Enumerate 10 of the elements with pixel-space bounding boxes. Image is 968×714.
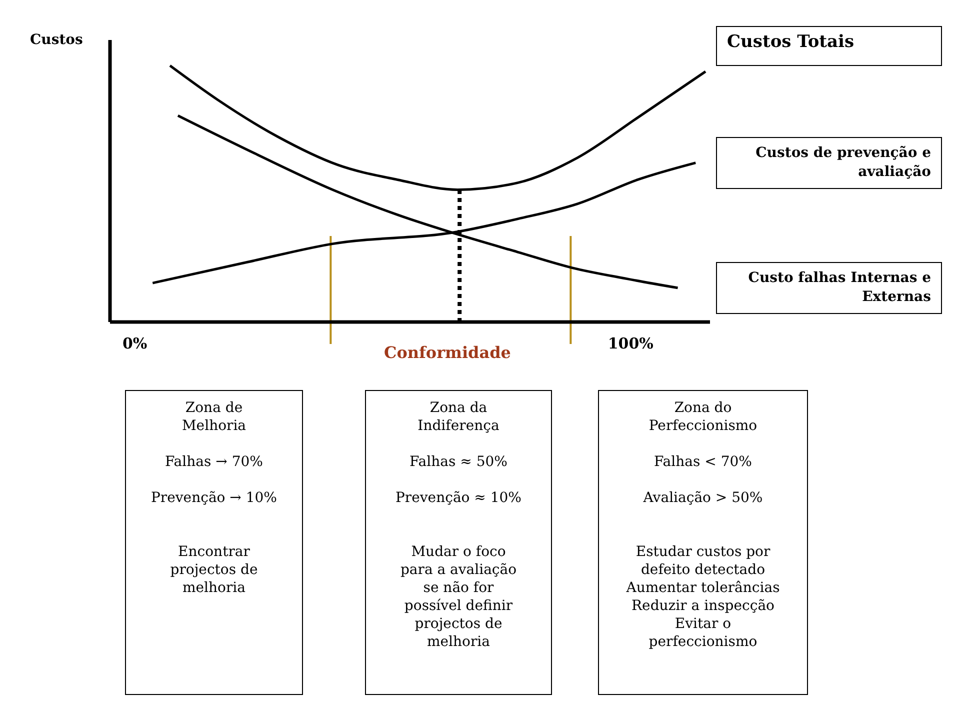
- text: Zona da Indiferença Falhas ≈ 50% Prevenção ≈ 10% Mudar o foco para a avaliação se não for possível definir projectos de melhoria: [396, 400, 522, 650]
- x-tick-label: 100%: [608, 334, 654, 353]
- text: Zona de Melhoria Falhas → 70% Prevenção → 10% Encontrar projectos de melhoria: [151, 400, 277, 596]
- text: Zona do Perfeccionismo Falhas < 70% Avaliação > 50% Estudar custos por defeito detectado Aumentar tolerâncias Reduzir a inspecção Evitar o perfeccionismo: [626, 400, 780, 650]
- x-tick-label: 0%: [122, 334, 148, 353]
- series-label: Custos Totais: [716, 26, 942, 66]
- text: Custos de prevenção e avaliação: [716, 136, 942, 189]
- y-axis-title: Custos: [30, 32, 83, 48]
- x-axis-title: Conformidade: [384, 343, 511, 362]
- text: Custo falhas Internas e Externas: [716, 262, 942, 314]
